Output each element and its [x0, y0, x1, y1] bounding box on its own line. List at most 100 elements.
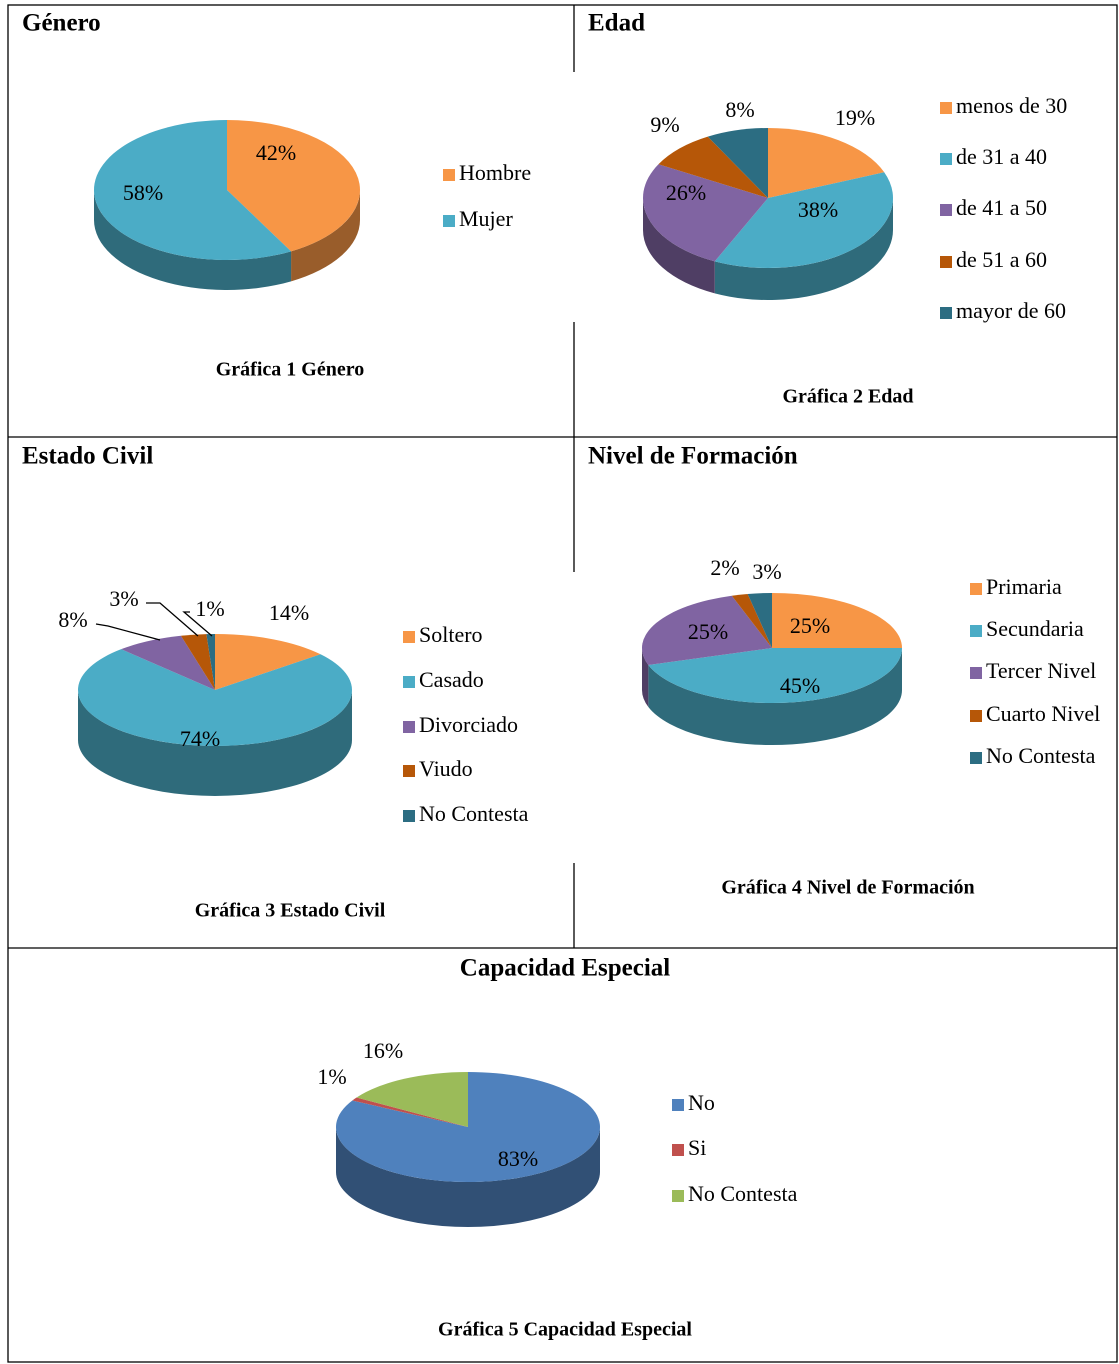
pie-slice — [206, 634, 215, 690]
chart-title: Edad — [588, 10, 645, 37]
legend-label: de 41 a 50 — [956, 195, 1047, 220]
legend-label: No Contesta — [986, 743, 1096, 768]
pie-slice — [642, 595, 772, 665]
legend-label: Mujer — [459, 206, 513, 231]
slice-side — [714, 198, 894, 300]
data-label: 19% — [835, 105, 875, 130]
leader-line — [95, 623, 161, 641]
data-label: 8% — [725, 97, 754, 122]
data-label: 25% — [688, 619, 728, 644]
data-label: 1% — [195, 596, 224, 621]
legend-label: No Contesta — [688, 1181, 798, 1206]
legend-label: Primaria — [986, 574, 1062, 599]
chart-title: Capacidad Especial — [460, 955, 671, 982]
legend-label: de 51 a 60 — [956, 247, 1047, 272]
legend-label: Hombre — [459, 160, 531, 185]
pie-slice — [93, 120, 292, 260]
data-label: 1% — [317, 1064, 346, 1089]
data-label: 3% — [752, 559, 781, 584]
data-label: 83% — [498, 1146, 538, 1171]
pie-slice — [356, 1072, 468, 1127]
legend-swatch — [443, 215, 455, 227]
pie-slice — [642, 164, 768, 262]
pie-slice — [714, 172, 893, 268]
legend-swatch — [970, 583, 982, 595]
data-label: 26% — [666, 180, 706, 205]
pie-slice — [227, 120, 361, 252]
chart-title: Estado Civil — [22, 443, 153, 470]
data-label: 2% — [710, 555, 739, 580]
legend-label: Si — [688, 1135, 706, 1160]
legend-label: No — [688, 1090, 715, 1115]
legend-swatch — [403, 765, 415, 777]
legend-swatch — [970, 625, 982, 637]
pie-slice — [731, 593, 772, 648]
data-label: 16% — [363, 1038, 403, 1063]
chart-title: Género — [22, 10, 101, 37]
legend-label: Casado — [419, 667, 484, 692]
legend-swatch — [403, 721, 415, 733]
data-label: 8% — [58, 607, 87, 632]
pie-slice — [772, 593, 902, 648]
data-label: 14% — [269, 600, 309, 625]
data-label: 42% — [256, 140, 296, 165]
pie-slice — [77, 649, 352, 746]
legend-label: de 31 a 40 — [956, 144, 1047, 169]
chart-caption: Gráfica 1 Género — [216, 359, 364, 381]
leader-line — [182, 611, 213, 637]
legend-label: No Contesta — [419, 801, 529, 826]
slice-side — [336, 1127, 600, 1227]
legend-swatch — [672, 1190, 684, 1202]
data-label: 3% — [109, 586, 138, 611]
legend-swatch — [940, 307, 952, 319]
legend-label: Soltero — [419, 622, 483, 647]
legend-swatch — [970, 752, 982, 764]
slice-side — [78, 690, 352, 796]
legend-label: mayor de 60 — [956, 298, 1066, 323]
pie-slice — [352, 1097, 468, 1127]
data-label: 38% — [798, 197, 838, 222]
legend-swatch — [940, 204, 952, 216]
data-label: 45% — [780, 673, 820, 698]
data-label: 9% — [650, 112, 679, 137]
chart-title: Nivel de Formación — [588, 443, 798, 470]
legend-label: Secundaria — [986, 616, 1084, 641]
pie-slice — [747, 593, 772, 648]
legend-swatch — [940, 102, 952, 114]
legend-label: Viudo — [419, 756, 473, 781]
legend-label: Divorciado — [419, 712, 518, 737]
data-label: 74% — [180, 726, 220, 751]
table-frame — [7, 4, 1118, 1363]
leader-line — [146, 602, 199, 637]
legend-label: Tercer Nivel — [986, 658, 1096, 683]
slice-side — [642, 648, 649, 707]
slice-side — [291, 190, 360, 282]
legend-swatch — [940, 256, 952, 268]
data-label: 25% — [790, 613, 830, 638]
table-borders — [7, 4, 1118, 1363]
pie-slice — [121, 635, 215, 690]
slice-side — [94, 190, 292, 291]
legend-swatch — [443, 169, 455, 181]
legend-swatch — [403, 631, 415, 643]
data-label: 58% — [123, 180, 163, 205]
legend-swatch — [672, 1099, 684, 1111]
legend-label: menos de 30 — [956, 93, 1067, 118]
legend-swatch — [940, 153, 952, 165]
legend-swatch — [672, 1144, 684, 1156]
pie-slice — [768, 128, 885, 198]
slice-side — [643, 198, 715, 294]
legend-swatch — [970, 667, 982, 679]
chart-caption: Gráfica 2 Edad — [782, 386, 913, 408]
chart-caption: Gráfica 4 Nivel de Formación — [721, 877, 974, 899]
legend-label: Cuarto Nivel — [986, 701, 1100, 726]
legend-swatch — [403, 676, 415, 688]
pie-slice — [648, 648, 902, 703]
pie-slice — [180, 634, 215, 690]
chart-caption: Gráfica 5 Capacidad Especial — [438, 1319, 692, 1341]
pie-slice — [336, 1072, 600, 1182]
pie-slice — [658, 136, 768, 198]
chart-caption: Gráfica 3 Estado Civil — [195, 900, 386, 922]
pie-slice — [707, 128, 768, 198]
